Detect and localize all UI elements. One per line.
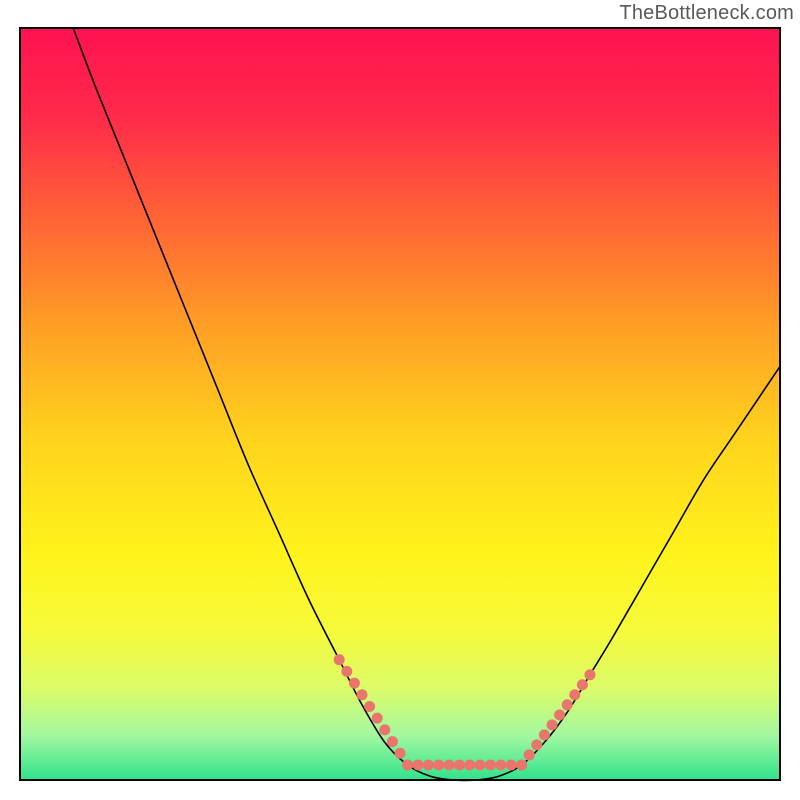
highlight-dot (395, 748, 406, 759)
highlight-dot (562, 699, 573, 710)
highlight-dot (402, 759, 413, 770)
chart-container: TheBottleneck.com (0, 0, 800, 800)
highlight-dot (349, 678, 360, 689)
highlight-dot (423, 759, 434, 770)
plot-background (20, 28, 780, 780)
highlight-dot (387, 736, 398, 747)
highlight-dot (334, 654, 345, 665)
highlight-dot (475, 759, 486, 770)
highlight-dot (341, 666, 352, 677)
highlight-dot (531, 739, 542, 750)
highlight-dot (585, 669, 596, 680)
highlight-dot (464, 759, 475, 770)
highlight-dot (364, 701, 375, 712)
highlight-dot (569, 689, 580, 700)
highlight-dot (577, 679, 588, 690)
highlight-dot (372, 713, 383, 724)
highlight-dot (454, 759, 465, 770)
highlight-dot (495, 759, 506, 770)
highlight-dot (547, 719, 558, 730)
highlight-dot (444, 759, 455, 770)
highlight-dot (539, 729, 550, 740)
highlight-dot (506, 759, 517, 770)
highlight-dot (554, 709, 565, 720)
highlight-dot (485, 759, 496, 770)
highlight-dot (379, 724, 390, 735)
highlight-dot (433, 759, 444, 770)
highlight-dot (524, 749, 535, 760)
chart-svg (0, 0, 800, 800)
highlight-dot (357, 689, 368, 700)
watermark-text: TheBottleneck.com (619, 2, 794, 25)
highlight-dot (412, 759, 423, 770)
highlight-dot (516, 759, 527, 770)
